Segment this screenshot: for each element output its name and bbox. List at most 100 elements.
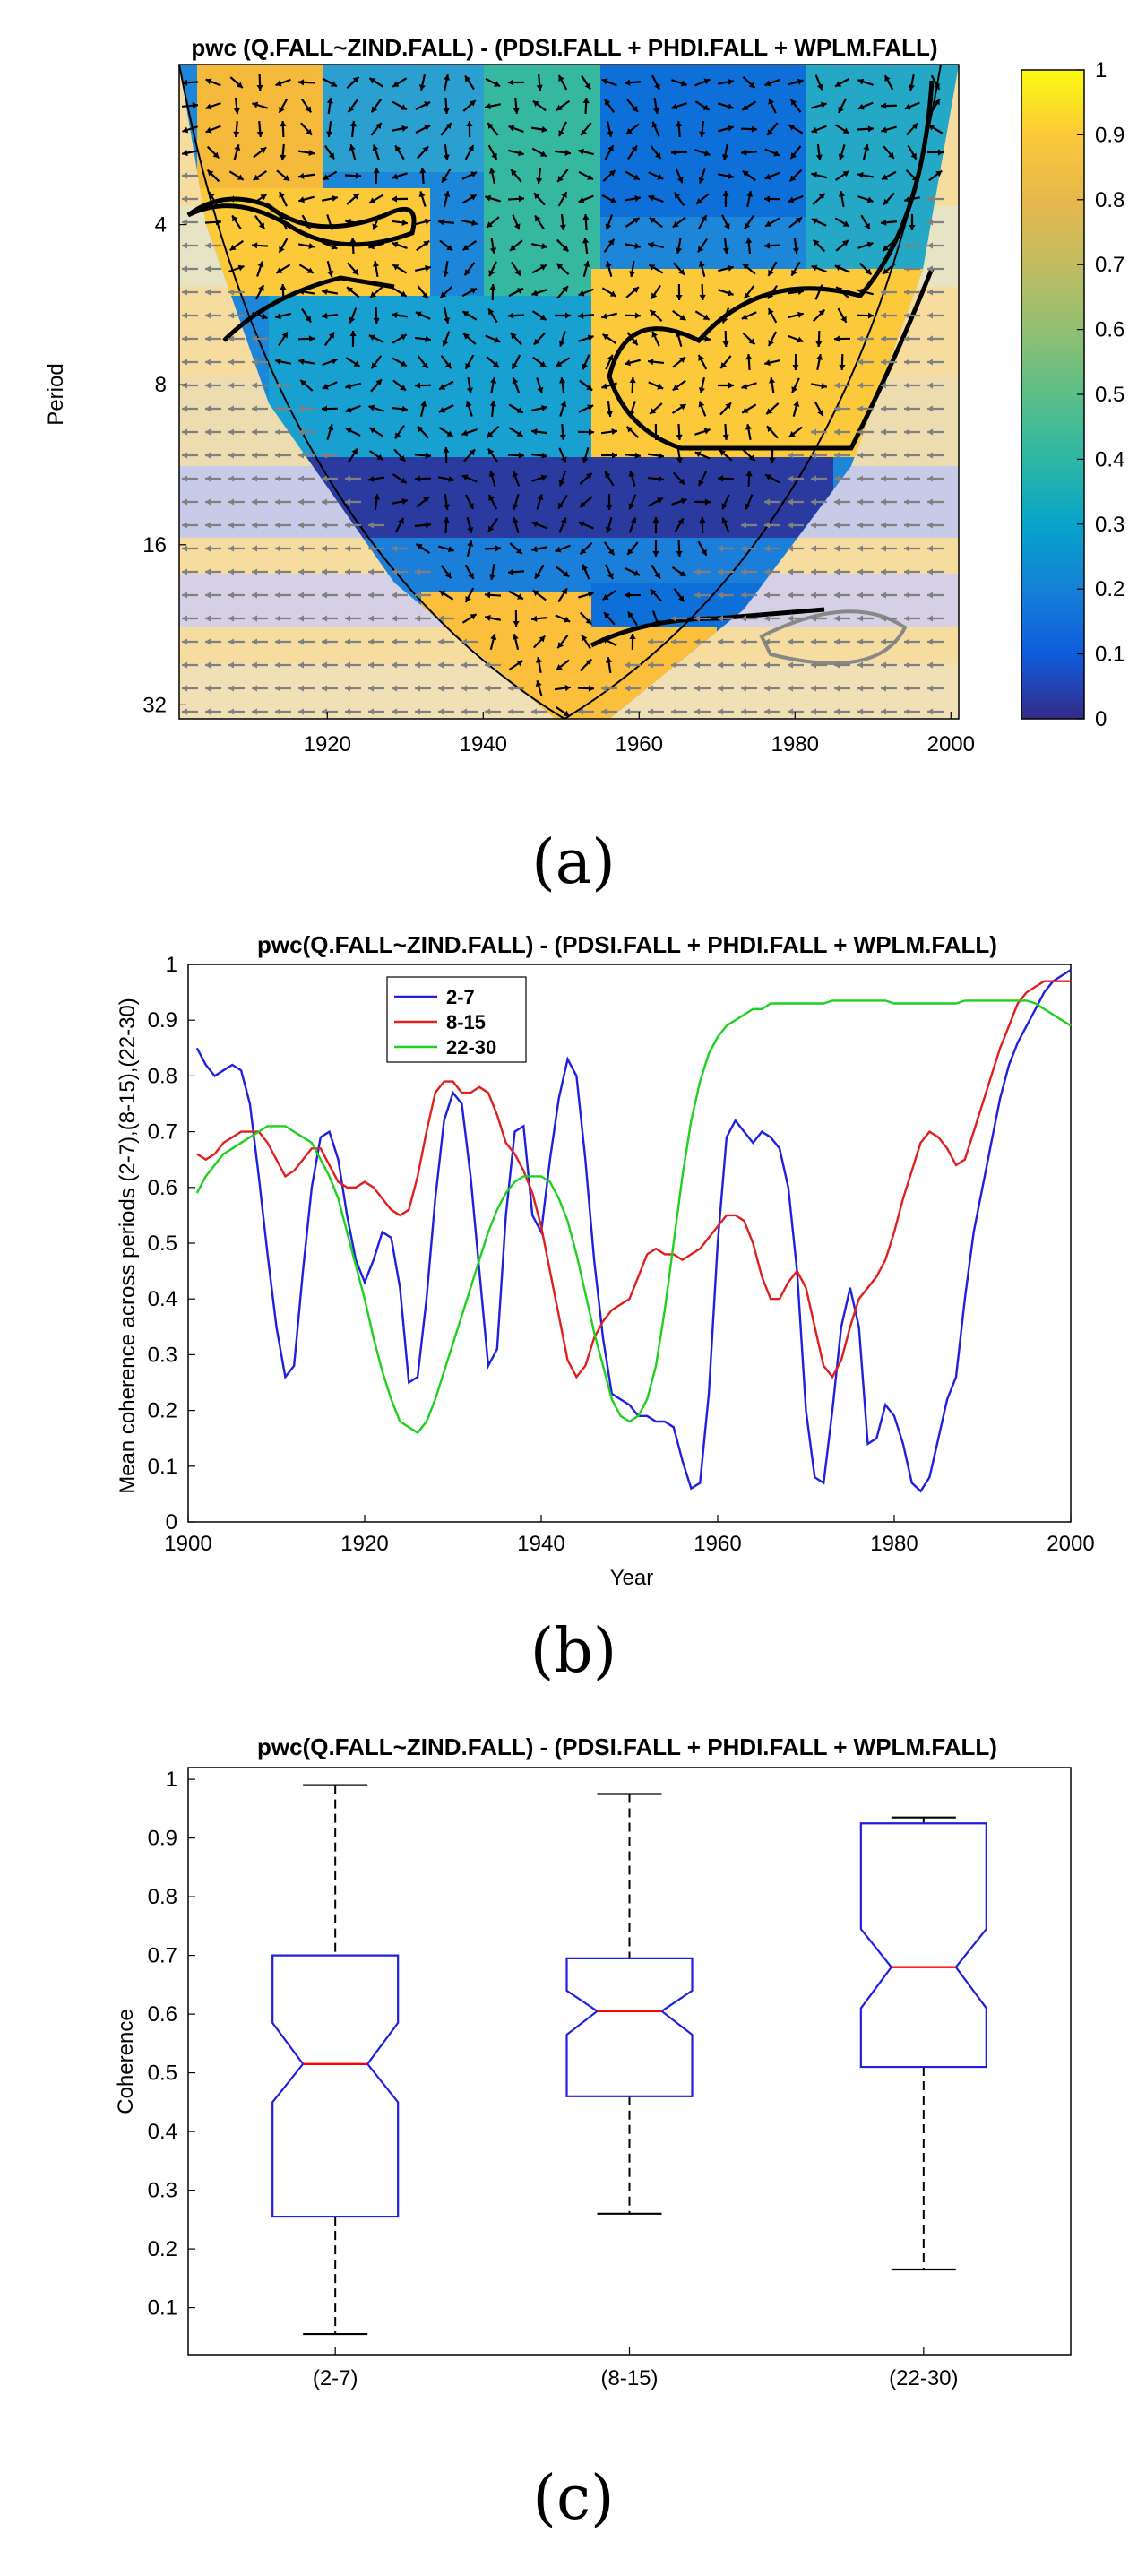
phase-arrow bbox=[347, 262, 359, 276]
phase-arrow bbox=[628, 471, 636, 487]
colorbar-tick-label: 0.7 bbox=[1095, 253, 1124, 277]
phase-arrow bbox=[927, 405, 944, 412]
phase-arrow bbox=[904, 498, 920, 506]
phase-arrow bbox=[694, 149, 711, 157]
phase-arrow bbox=[345, 685, 361, 692]
phase-arrow bbox=[905, 169, 919, 182]
phase-arrow bbox=[444, 73, 451, 91]
phase-arrow bbox=[344, 218, 362, 226]
phase-arrow bbox=[671, 661, 687, 669]
phase-arrow bbox=[510, 169, 522, 183]
phase-arrow bbox=[881, 545, 897, 552]
phase-arrow bbox=[206, 169, 220, 183]
phase-arrow bbox=[625, 708, 641, 715]
phase-arrow bbox=[673, 192, 685, 206]
phase-arrow bbox=[768, 376, 776, 394]
phase-arrow bbox=[233, 144, 241, 160]
phase-arrow bbox=[602, 169, 616, 182]
phase-arrow bbox=[624, 79, 642, 86]
phase-arrow bbox=[904, 265, 920, 272]
phase-arrow bbox=[857, 568, 874, 575]
phase-arrow bbox=[764, 592, 780, 599]
phase-arrow bbox=[927, 708, 944, 715]
phase-arrow bbox=[252, 545, 268, 552]
phase-arrow bbox=[927, 312, 944, 319]
phase-arrow bbox=[507, 568, 525, 575]
phase-arrow bbox=[443, 307, 451, 324]
phase-arrow bbox=[464, 564, 475, 580]
phase-arrow bbox=[768, 98, 777, 114]
phase-arrow bbox=[252, 312, 268, 320]
phase-arrow bbox=[463, 262, 476, 276]
phase-arrow bbox=[652, 97, 660, 115]
phase-arrow bbox=[904, 242, 920, 249]
phase-arrow bbox=[485, 334, 501, 343]
phase-arrow bbox=[721, 143, 728, 161]
phase-arrow bbox=[485, 661, 501, 669]
phase-arrow bbox=[649, 309, 663, 322]
phase-arrow bbox=[205, 289, 221, 296]
y-tick-label: 0.5 bbox=[148, 2062, 177, 2086]
phase-arrow bbox=[392, 708, 408, 715]
phase-arrow bbox=[769, 446, 776, 464]
phase-arrow bbox=[600, 452, 618, 459]
phase-arrow bbox=[530, 125, 548, 134]
phase-arrow bbox=[369, 286, 383, 298]
phase-arrow bbox=[373, 307, 380, 324]
phase-arrow bbox=[579, 379, 593, 392]
phase-arrow bbox=[764, 473, 780, 484]
phase-arrow bbox=[228, 592, 245, 599]
phase-arrow bbox=[578, 591, 594, 599]
phase-arrow bbox=[717, 475, 735, 482]
boxes bbox=[271, 1784, 987, 2336]
phase-arrow bbox=[279, 214, 288, 230]
phase-arrow bbox=[670, 149, 688, 156]
phase-arrow bbox=[556, 99, 570, 112]
phase-arrow bbox=[904, 359, 920, 366]
phase-arrow bbox=[274, 312, 292, 320]
phase-arrow bbox=[927, 452, 944, 459]
phase-arrow bbox=[299, 379, 314, 392]
phase-arrow bbox=[558, 331, 566, 347]
phase-arrow bbox=[461, 685, 478, 692]
phase-arrow bbox=[694, 335, 711, 342]
phase-arrow bbox=[927, 219, 944, 226]
phase-arrow bbox=[487, 307, 498, 324]
phase-arrow bbox=[251, 242, 269, 249]
phase-arrow bbox=[182, 638, 198, 645]
phase-arrow bbox=[297, 358, 315, 366]
phase-arrow bbox=[392, 241, 408, 249]
phase-arrow bbox=[556, 263, 570, 275]
phase-arrow bbox=[464, 74, 475, 91]
phase-arrow bbox=[278, 98, 289, 114]
phase-arrow bbox=[834, 545, 850, 552]
phase-arrow bbox=[275, 78, 291, 87]
phase-arrow bbox=[370, 122, 383, 136]
phase-arrow bbox=[326, 120, 333, 138]
phase-arrow bbox=[834, 382, 850, 389]
phase-arrow bbox=[647, 475, 665, 482]
phase-arrow bbox=[651, 121, 660, 137]
phase-arrow bbox=[788, 661, 804, 669]
phase-arrow bbox=[904, 312, 920, 319]
phase-arrow bbox=[508, 590, 524, 601]
phase-arrow bbox=[767, 261, 778, 277]
y-tick-label: 0.9 bbox=[148, 1008, 177, 1033]
phase-arrow bbox=[275, 382, 291, 389]
phase-arrow bbox=[252, 169, 268, 182]
legend-entry: 22-30 bbox=[446, 1036, 496, 1059]
phase-arrow bbox=[790, 261, 801, 277]
phase-arrow bbox=[228, 615, 245, 622]
y-tick-label: 0.2 bbox=[148, 2237, 177, 2261]
phase-arrow bbox=[372, 144, 380, 160]
phase-arrow bbox=[606, 493, 613, 511]
phase-arrow bbox=[322, 77, 338, 88]
phase-arrow bbox=[228, 428, 245, 436]
phase-arrow bbox=[205, 78, 221, 87]
colorbar-tick-label: 0.6 bbox=[1095, 318, 1124, 342]
phase-arrow bbox=[857, 288, 874, 296]
phase-arrow bbox=[392, 357, 408, 367]
plot-frame bbox=[187, 964, 1072, 1523]
phase-arrow bbox=[930, 98, 941, 114]
phase-arrow bbox=[651, 564, 661, 580]
